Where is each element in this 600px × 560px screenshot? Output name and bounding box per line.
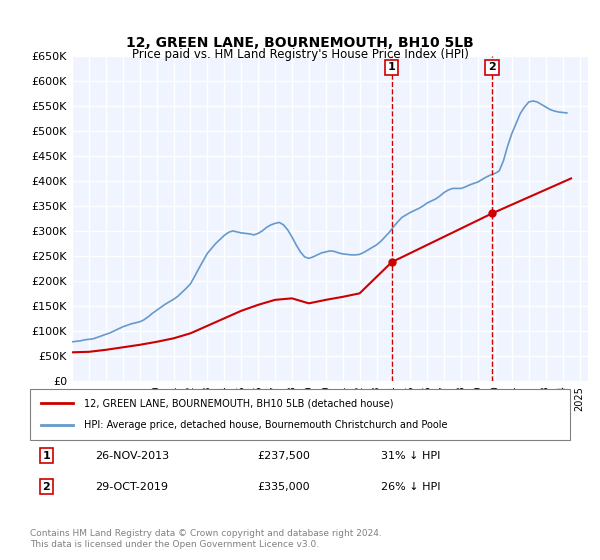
Text: 12, GREEN LANE, BOURNEMOUTH, BH10 5LB (detached house): 12, GREEN LANE, BOURNEMOUTH, BH10 5LB (d…: [84, 398, 394, 408]
Text: 31% ↓ HPI: 31% ↓ HPI: [381, 451, 440, 461]
Text: 1: 1: [388, 63, 395, 72]
FancyBboxPatch shape: [30, 389, 570, 440]
Text: 26% ↓ HPI: 26% ↓ HPI: [381, 482, 440, 492]
Text: 2: 2: [43, 482, 50, 492]
Text: 12, GREEN LANE, BOURNEMOUTH, BH10 5LB: 12, GREEN LANE, BOURNEMOUTH, BH10 5LB: [126, 36, 474, 50]
Text: Contains HM Land Registry data © Crown copyright and database right 2024.
This d: Contains HM Land Registry data © Crown c…: [30, 529, 382, 549]
Text: Price paid vs. HM Land Registry's House Price Index (HPI): Price paid vs. HM Land Registry's House …: [131, 48, 469, 60]
Text: £335,000: £335,000: [257, 482, 310, 492]
Text: 2: 2: [488, 63, 496, 72]
Text: 26-NOV-2013: 26-NOV-2013: [95, 451, 169, 461]
Text: 29-OCT-2019: 29-OCT-2019: [95, 482, 168, 492]
Text: 1: 1: [43, 451, 50, 461]
Text: HPI: Average price, detached house, Bournemouth Christchurch and Poole: HPI: Average price, detached house, Bour…: [84, 421, 448, 431]
Text: £237,500: £237,500: [257, 451, 310, 461]
